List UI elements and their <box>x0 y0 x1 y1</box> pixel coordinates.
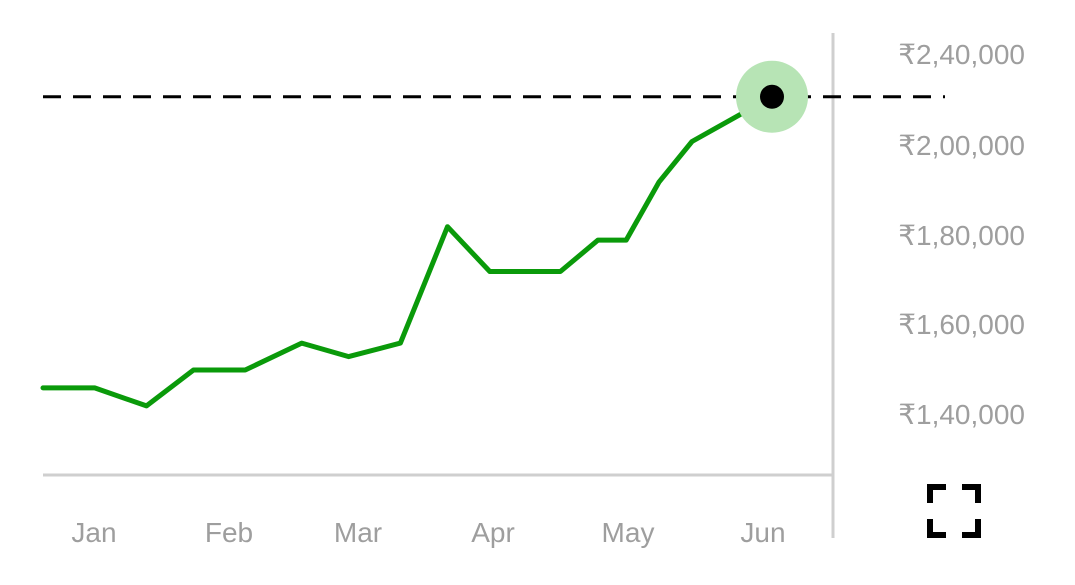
x-tick-label: Jun <box>740 517 785 548</box>
y-tick-label: ₹2,00,000 <box>898 130 1025 161</box>
x-tick-label: Apr <box>471 517 515 548</box>
y-tick-label: ₹2,40,000 <box>898 39 1025 70</box>
y-tick-label: ₹1,80,000 <box>898 220 1025 251</box>
highlight-point[interactable] <box>760 84 784 109</box>
series-line <box>40 94 775 409</box>
x-tick-label: May <box>602 517 655 548</box>
y-axis-ticks: ₹2,40,000 ₹2,00,000 ₹1,80,000 ₹1,60,000 ₹1,4… <box>898 39 1025 430</box>
y-tick-label: ₹1,40,000 <box>898 399 1025 430</box>
x-tick-label: Mar <box>334 517 382 548</box>
x-tick-label: Jan <box>71 517 116 548</box>
x-tick-label: Feb <box>205 517 253 548</box>
y-tick-label: ₹1,60,000 <box>898 309 1025 340</box>
x-axis-ticks: Jan Feb Mar Apr May Jun <box>71 517 785 548</box>
fullscreen-icon[interactable] <box>926 483 982 539</box>
